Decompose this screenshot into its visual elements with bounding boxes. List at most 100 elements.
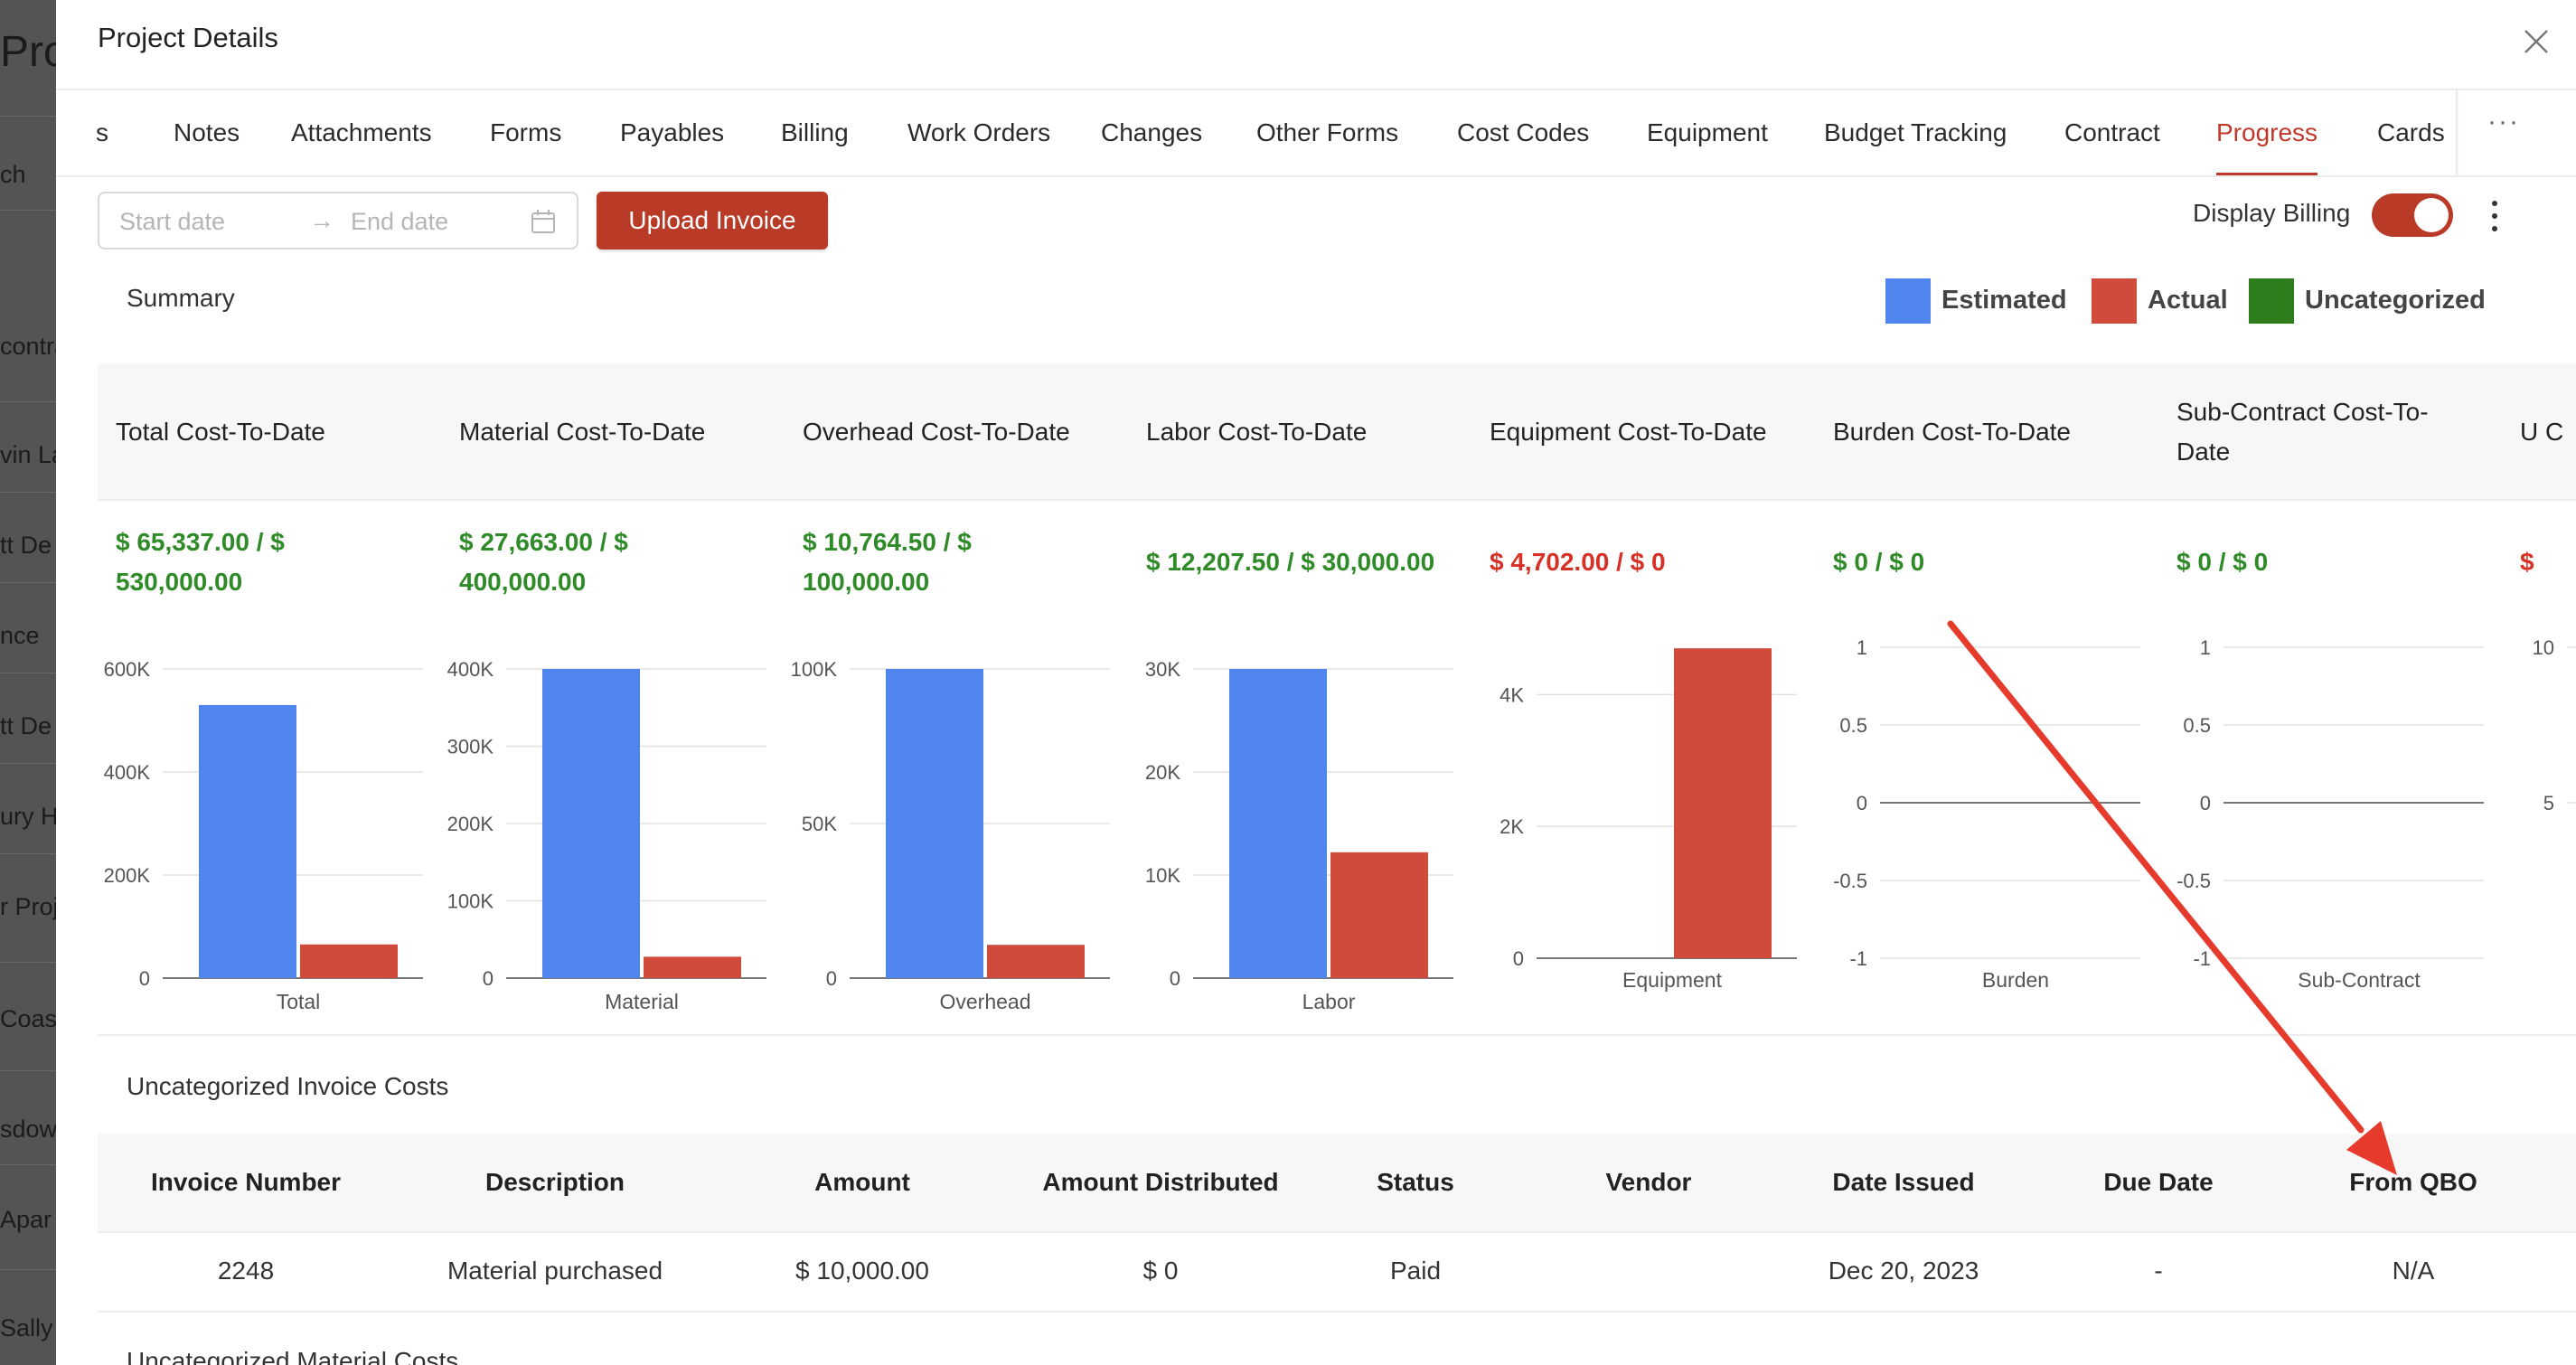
tab-contract[interactable]: Contract — [2064, 118, 2160, 146]
bar-estimated[interactable] — [199, 704, 296, 978]
cost-column: U C $5 10 — [2502, 363, 2576, 1032]
y-tick-label: 50K — [802, 813, 837, 835]
x-category-label: Total — [277, 990, 321, 1013]
tab-notes[interactable]: Notes — [174, 118, 240, 146]
cost-column-value: $ 12,207.50 / $ 30,000.00 — [1146, 548, 1435, 576]
bar-actual[interactable] — [987, 945, 1085, 978]
cost-column-value: $ 4,702.00 / $ 0 — [1490, 548, 1666, 576]
cost-column: Total Cost-To-Date $ 65,337.00 / $ 530,00… — [98, 363, 441, 1032]
bar-estimated[interactable] — [1229, 669, 1327, 978]
background-item: ch — [0, 161, 26, 188]
y-tick-label: 0 — [1170, 967, 1180, 990]
tab-attachments[interactable]: Attachments — [291, 118, 432, 146]
background-divider — [0, 853, 56, 854]
tab-progress[interactable]: Progress — [2216, 90, 2318, 175]
x-category-label: Burden — [1982, 968, 2049, 992]
cost-column-title: Burden Cost-To-Date — [1833, 418, 2072, 446]
x-category-label: Material — [605, 990, 679, 1013]
y-tick-label: 0.5 — [2183, 714, 2211, 737]
close-icon[interactable] — [2520, 25, 2552, 58]
cost-chart: 0 2K 4K Equipment — [1500, 648, 1797, 992]
background-item: ury H — [0, 803, 56, 830]
background-item: tt De — [0, 712, 52, 739]
close-button[interactable] — [2520, 25, 2552, 58]
divider — [98, 1311, 2576, 1313]
y-tick-label: 200K — [447, 813, 494, 835]
tab-changes[interactable]: Changes — [1101, 118, 1203, 146]
tab-work-orders[interactable]: Work Orders — [907, 118, 1051, 146]
tab-other-forms[interactable]: Other Forms — [1256, 118, 1399, 146]
background-item: Apar — [0, 1206, 52, 1233]
th-amount-distributed: Amount Distributed — [1042, 1168, 1279, 1196]
tab-cards[interactable]: Cards — [2377, 118, 2445, 146]
y-tick-label: 30K — [1145, 658, 1180, 681]
th-description: Description — [484, 1168, 625, 1196]
uncategorized-invoice-label: Uncategorized Invoice Costs — [127, 1072, 449, 1100]
more-options-icon[interactable] — [2486, 201, 2504, 240]
cost-column-value: $ 0 / $ 0 — [2176, 548, 2269, 576]
invoice-table-header — [98, 1134, 2576, 1233]
more-tabs-button[interactable]: ··· — [2487, 107, 2520, 136]
cost-chart: 0 100K 200K 300K 400K Material — [447, 658, 766, 1013]
th-from-qbo: From QBO — [2349, 1168, 2477, 1196]
y-tick-label: 20K — [1145, 761, 1180, 784]
th-amount: Amount — [814, 1168, 910, 1196]
tab-cost-codes[interactable]: Cost Codes — [1457, 118, 1590, 146]
bar-actual[interactable] — [1330, 852, 1428, 978]
y-tick-label: 2K — [1500, 815, 1524, 838]
cost-column-value: $ — [2520, 548, 2534, 576]
legend-swatch — [1885, 278, 1931, 324]
y-tick-label: 100K — [447, 890, 494, 913]
bar-actual[interactable] — [644, 956, 741, 978]
cost-column-value: $ 65,337.00 / $ 530,000.00 — [116, 528, 285, 596]
y-tick-label: 10 — [2533, 636, 2554, 659]
cost-column-title: U C — [2520, 418, 2564, 446]
y-tick-label: 0.5 — [1839, 714, 1867, 737]
y-tick-label: 4K — [1500, 683, 1524, 706]
y-tick-label: 300K — [447, 736, 494, 758]
upload-invoice-button[interactable]: Upload Invoice — [597, 192, 828, 249]
background-item: r Proj — [0, 893, 56, 920]
tab-forms[interactable]: Forms — [490, 118, 562, 146]
display-billing-toggle[interactable] — [2372, 193, 2453, 237]
calendar-icon[interactable] — [530, 208, 557, 235]
background-divider — [0, 401, 56, 402]
legend-label: Estimated — [1941, 286, 2067, 315]
date-range-picker[interactable]: → — [98, 192, 578, 249]
th-status: Status — [1377, 1168, 1454, 1196]
bar-estimated[interactable] — [886, 669, 983, 978]
background-app: Proj ch contra vin La tt De nce tt De ur… — [0, 0, 56, 1365]
bar-estimated[interactable] — [542, 669, 640, 978]
divider — [56, 89, 2576, 90]
tab-truncated[interactable]: s — [96, 118, 108, 146]
cost-column: Material Cost-To-Date $ 27,663.00 / $ 400… — [441, 363, 785, 1032]
tabs-overflow-shadow — [2456, 90, 2459, 175]
tab-payables[interactable]: Payables — [620, 118, 725, 146]
y-tick-label: 0 — [2200, 792, 2211, 814]
end-date-input[interactable] — [351, 206, 522, 237]
bar-actual[interactable] — [300, 944, 398, 978]
y-tick-label: 5 — [2543, 792, 2554, 814]
y-tick-label: -0.5 — [2176, 870, 2211, 892]
tab-equipment[interactable]: Equipment — [1647, 118, 1768, 146]
y-tick-label: 0 — [139, 967, 150, 990]
cost-column: Burden Cost-To-Date $ 0 / $ 0 -1 -0.5 0 0.5 1 B… — [1815, 363, 2158, 1032]
start-date-input[interactable] — [119, 206, 300, 237]
background-item: vin La — [0, 441, 56, 468]
y-tick-label: -1 — [1849, 947, 1867, 970]
td-due-date: - — [2154, 1257, 2163, 1285]
background-title: Proj — [0, 28, 56, 76]
bar-actual[interactable] — [1674, 648, 1772, 958]
x-category-label: Labor — [1302, 990, 1356, 1013]
project-details-modal: Project Details s Notes Attachments Form… — [56, 0, 2576, 1365]
y-tick-label: 0 — [1513, 947, 1524, 970]
td-invoice-number: 2248 — [217, 1257, 275, 1285]
cost-column: Labor Cost-To-Date $ 12,207.50 / $ 30,000… — [1128, 363, 1471, 1032]
background-divider — [0, 1269, 56, 1270]
cost-column: Overhead Cost-To-Date $ 10,764.50 / $ 100… — [785, 363, 1128, 1032]
cost-chart: -1 -0.5 0 0.5 1 Burden — [1833, 636, 2140, 992]
tab-budget-tracking[interactable]: Budget Tracking — [1824, 118, 2007, 146]
cost-chart: -1 -0.5 0 0.5 1 Sub-Contract — [2176, 636, 2484, 992]
tab-billing[interactable]: Billing — [781, 118, 849, 146]
legend-swatch — [2092, 278, 2137, 324]
